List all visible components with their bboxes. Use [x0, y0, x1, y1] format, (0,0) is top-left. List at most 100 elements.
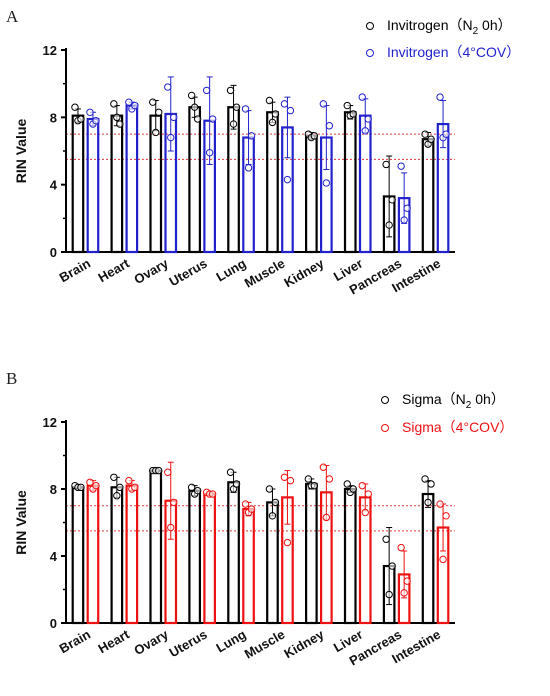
data-point: [125, 476, 133, 485]
data-point: [385, 590, 393, 599]
x-tick-label: Uterus: [166, 627, 209, 661]
bar: [86, 484, 100, 625]
data-point: [325, 122, 334, 130]
data-point: [421, 475, 429, 483]
data-point: [436, 500, 444, 508]
data-point: [71, 103, 79, 111]
bar: [358, 496, 372, 625]
y-tick-label: 4: [50, 178, 58, 193]
data-point: [193, 486, 202, 495]
data-point: [442, 512, 450, 520]
data-point: [113, 113, 121, 122]
data-point: [388, 562, 396, 570]
data-point: [187, 91, 196, 100]
data-point: [421, 130, 429, 138]
bar: [188, 489, 201, 625]
data-point: [325, 475, 334, 483]
data-point: [232, 103, 241, 111]
bar: [421, 138, 435, 254]
data-point: [265, 96, 274, 105]
bar: [71, 114, 85, 254]
bar: [71, 486, 85, 625]
data-point: [247, 132, 256, 140]
data-point: [385, 221, 393, 229]
x-tick-label: Muscle: [242, 256, 288, 291]
data-point: [349, 485, 357, 493]
data-point: [358, 481, 366, 490]
data-point: [343, 480, 351, 488]
data-point: [271, 498, 280, 507]
y-tick-label: 0: [50, 616, 57, 631]
data-point: [349, 110, 357, 118]
data-point: [131, 483, 139, 492]
data-point: [343, 101, 351, 110]
x-tick-label: Kidney: [281, 255, 327, 290]
data-point: [397, 162, 405, 170]
bar: [188, 106, 201, 254]
data-point: [152, 128, 160, 137]
data-point: [193, 115, 202, 123]
data-point: [131, 101, 139, 110]
bar: [266, 111, 279, 254]
data-point: [280, 473, 289, 481]
data-point: [424, 498, 432, 507]
legend-label: Invitrogen（4°COV）: [387, 44, 520, 60]
y-tick-label: 8: [50, 482, 57, 497]
data-point: [427, 480, 435, 488]
data-point: [310, 481, 319, 490]
data-point: [286, 476, 295, 485]
data-point: [304, 475, 313, 483]
data-point: [319, 100, 328, 108]
data-point: [187, 483, 196, 492]
x-tick-label: Uterus: [166, 256, 209, 290]
data-point: [170, 498, 178, 507]
panel-letter: A: [6, 7, 19, 26]
bar: [343, 487, 357, 625]
legend-marker: [381, 396, 389, 404]
data-point: [403, 577, 411, 585]
data-point: [403, 204, 411, 212]
bar: [125, 104, 139, 254]
x-tick-label: Ovary: [131, 255, 171, 287]
x-tick-label: Heart: [96, 626, 133, 656]
data-point: [280, 100, 289, 108]
legend-label: Sigma（N2 0h）: [402, 391, 505, 411]
data-point: [397, 543, 405, 552]
data-point: [427, 135, 435, 143]
bar: [110, 114, 124, 254]
x-tick-label: Brain: [57, 627, 93, 657]
data-point: [361, 127, 369, 135]
data-point: [382, 535, 390, 543]
bar: [358, 114, 372, 254]
data-point: [241, 105, 250, 113]
data-point: [208, 115, 217, 123]
data-point: [170, 113, 178, 122]
data-point: [439, 555, 447, 564]
data-point: [125, 98, 133, 106]
data-point: [436, 93, 444, 101]
data-point: [86, 478, 94, 486]
data-point: [149, 98, 157, 106]
bar: [266, 501, 279, 625]
data-point: [310, 132, 319, 140]
y-axis-title: RIN Value: [13, 490, 29, 555]
data-point: [286, 106, 295, 115]
y-tick-label: 0: [50, 245, 57, 260]
data-point: [268, 118, 277, 127]
data-point: [388, 196, 396, 204]
data-point: [167, 133, 175, 142]
data-point: [208, 490, 217, 498]
x-tick-label: Muscle: [242, 627, 288, 662]
x-tick-label: Kidney: [281, 626, 327, 661]
data-point: [268, 512, 277, 520]
data-point: [77, 483, 85, 492]
x-tick-label: Heart: [96, 255, 133, 285]
bar: [305, 134, 318, 254]
data-point: [232, 480, 241, 488]
bar: [125, 484, 139, 625]
data-point: [205, 148, 214, 157]
data-point: [283, 538, 292, 547]
